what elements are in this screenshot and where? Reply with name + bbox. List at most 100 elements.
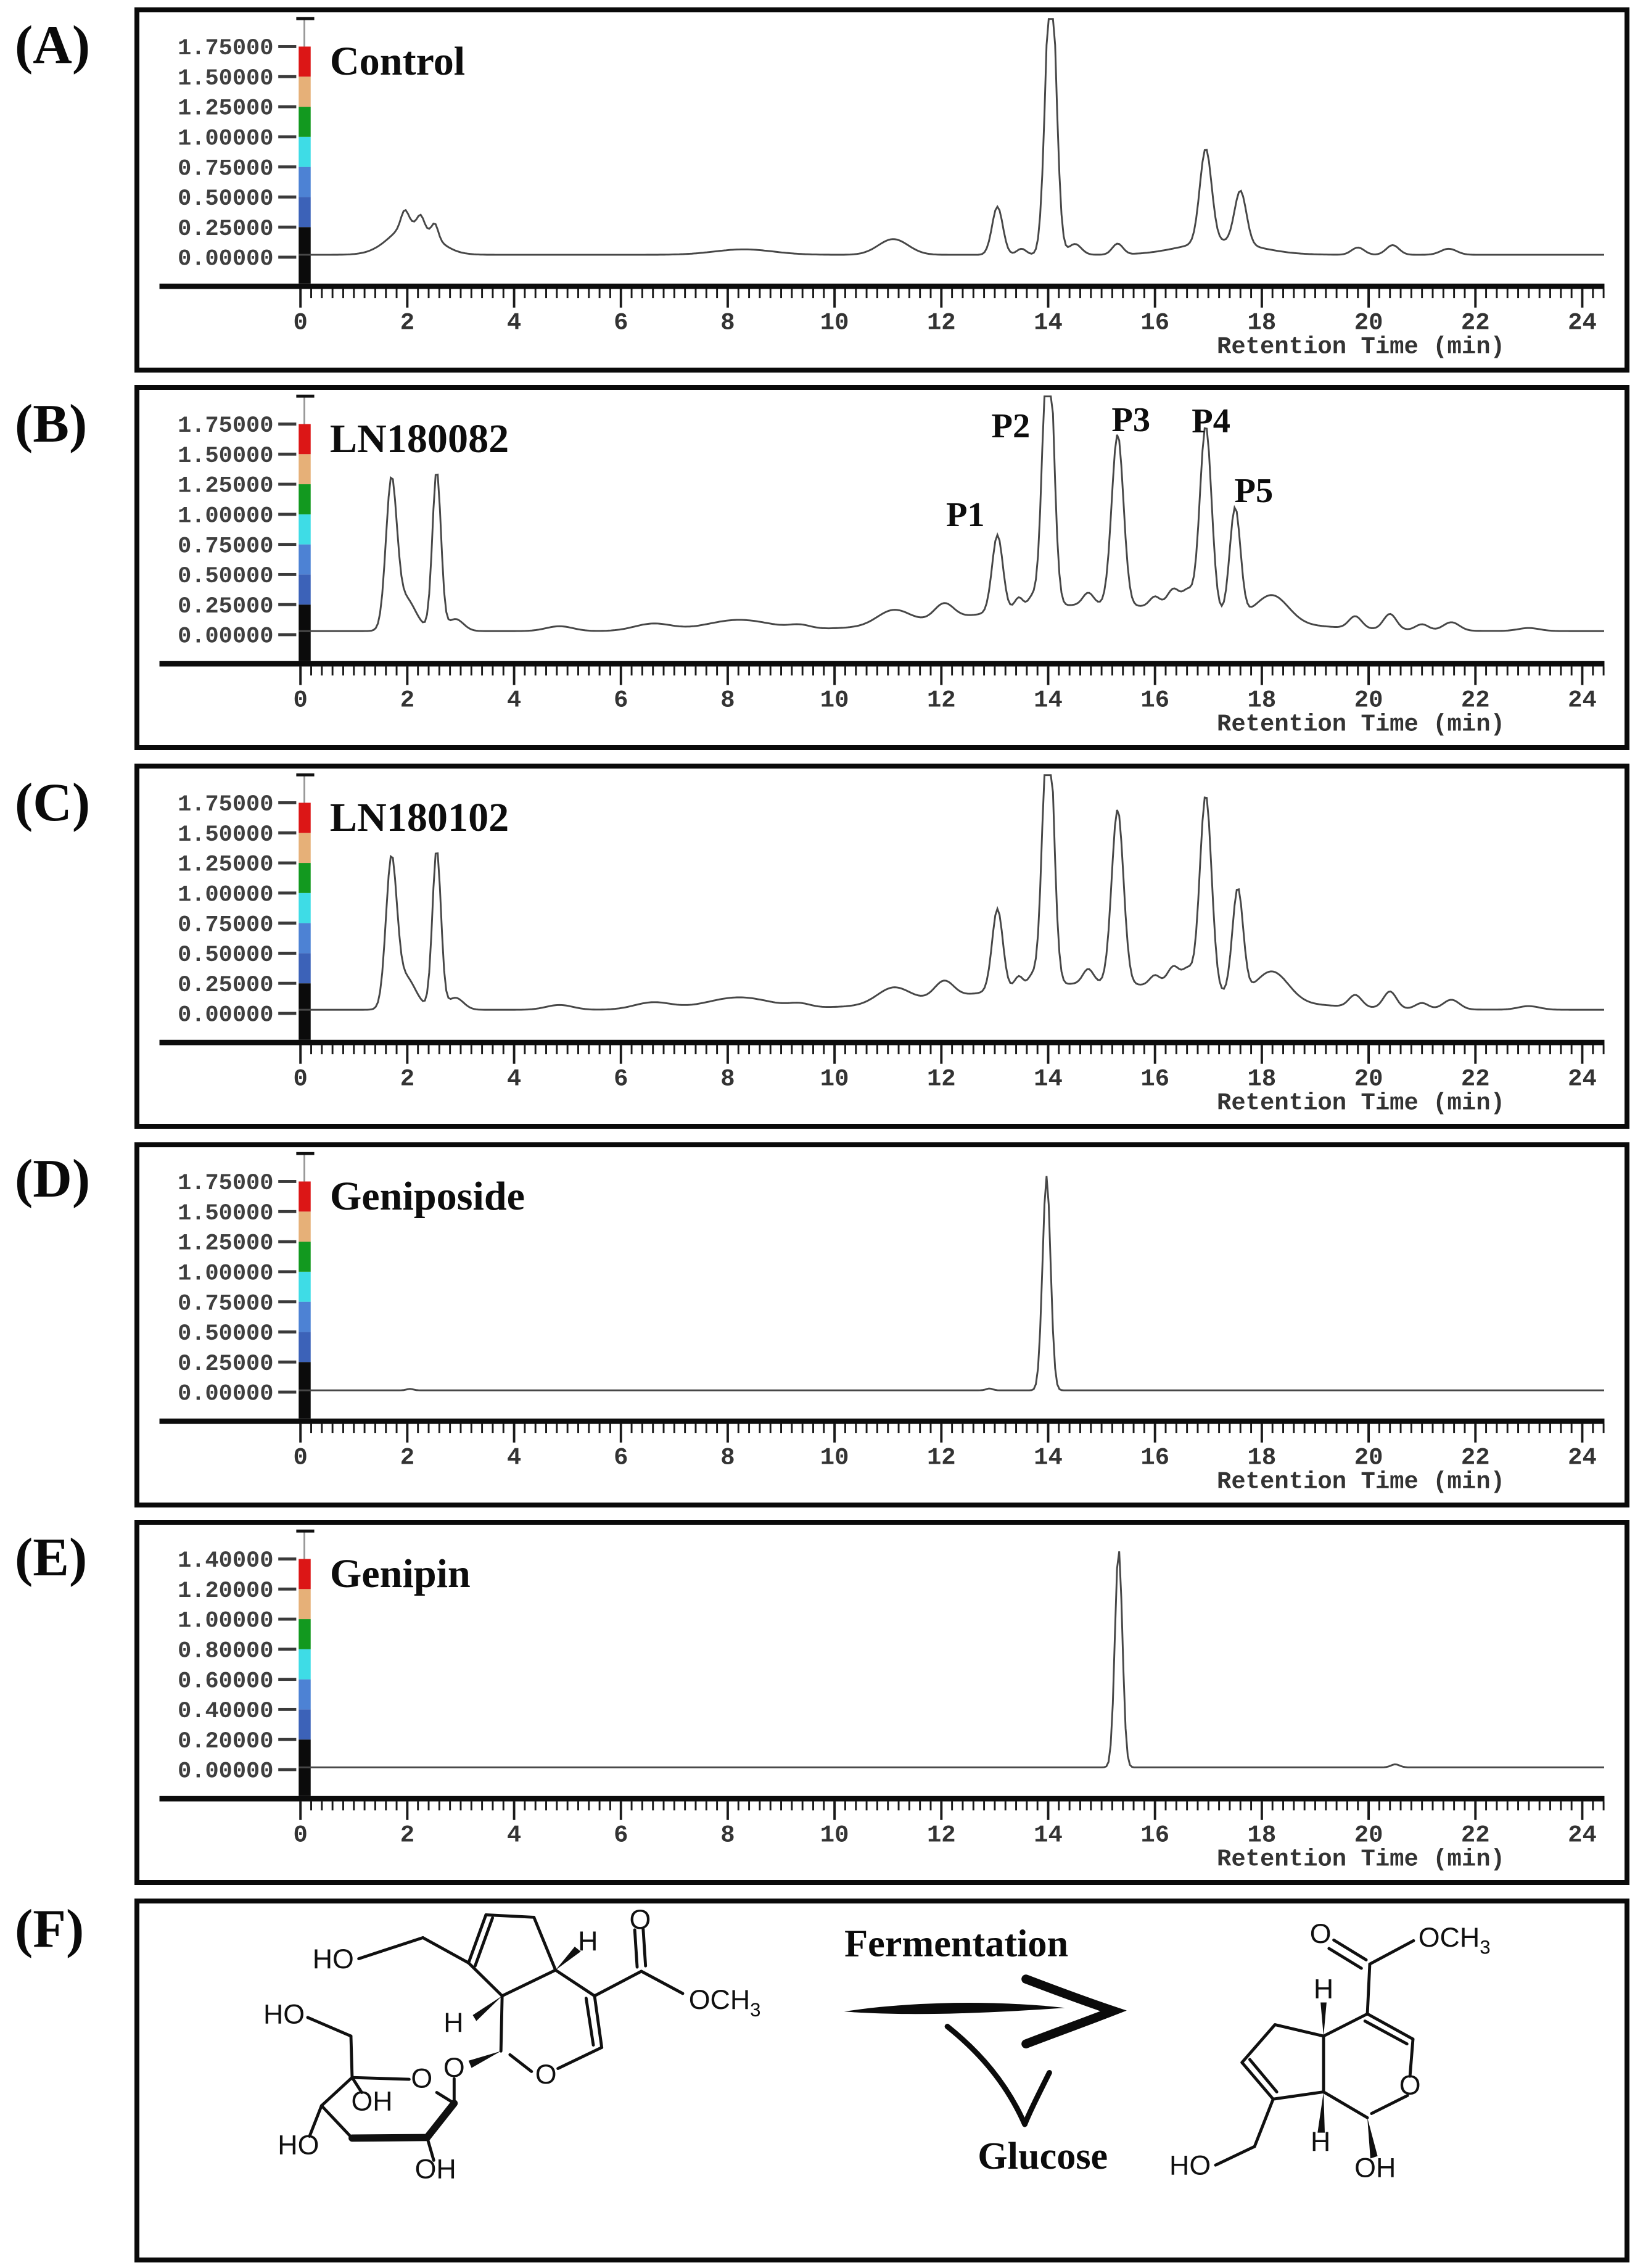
x-tick-label: 8 — [720, 310, 735, 337]
x-tick — [1047, 1424, 1050, 1443]
x-tick-label: 14 — [1034, 1822, 1063, 1849]
x-tick — [1282, 289, 1284, 299]
x-tick — [1442, 1045, 1444, 1055]
y-tick — [278, 922, 297, 925]
x-tick — [588, 289, 590, 299]
x-tick — [395, 1424, 398, 1433]
x-tick — [662, 1424, 665, 1433]
x-tick — [342, 1801, 344, 1811]
x-tick — [1442, 666, 1444, 676]
x-tick — [1367, 1801, 1370, 1820]
wedge-bond — [555, 1947, 581, 1970]
x-tick — [1068, 666, 1071, 676]
x-tick — [1592, 1045, 1594, 1055]
x-tick-label: 12 — [927, 310, 956, 337]
x-tick — [1260, 289, 1263, 308]
x-tick — [1100, 289, 1103, 299]
x-tick — [374, 1045, 376, 1055]
x-tick — [1196, 1045, 1199, 1055]
y-tick-label: 1.25000 — [178, 474, 273, 500]
x-tick — [630, 1045, 633, 1055]
x-tick — [1047, 666, 1050, 685]
x-tick — [427, 1045, 430, 1055]
x-tick — [1581, 666, 1584, 685]
chart-D: 1.75000 1.50000 1.25000 1.00000 0.75000 0.500… — [159, 1152, 1605, 1496]
x-tick — [1026, 1801, 1028, 1811]
x-tick — [994, 1045, 996, 1055]
x-tick — [727, 666, 729, 685]
x-tick — [395, 289, 398, 299]
x-tick — [1474, 1424, 1477, 1443]
x-tick — [321, 1801, 323, 1811]
x-tick — [1090, 666, 1092, 676]
x-tick — [1570, 666, 1573, 676]
x-tick — [1004, 666, 1007, 676]
x-tick — [1303, 289, 1306, 299]
peak-label-P1: P1 — [946, 496, 985, 534]
x-tick — [1047, 1801, 1050, 1820]
x-tick — [994, 1424, 996, 1433]
y-tick — [278, 513, 297, 516]
x-tick — [983, 289, 986, 299]
x-tick — [1346, 1801, 1348, 1811]
x-tick — [566, 1424, 569, 1433]
x-tick — [609, 1045, 611, 1055]
x-tick — [1239, 1801, 1242, 1811]
x-tick — [1592, 1424, 1594, 1433]
x-tick — [919, 1045, 921, 1055]
x-tick-label: 16 — [1140, 310, 1169, 337]
x-tick-label: 18 — [1248, 310, 1277, 337]
x-tick — [1026, 289, 1028, 299]
x-tick — [1047, 289, 1050, 308]
x-tick — [855, 1045, 857, 1055]
colorbar-segment — [299, 46, 311, 77]
x-tick — [791, 289, 793, 299]
x-tick — [1111, 1424, 1113, 1433]
y-tick — [278, 981, 297, 985]
x-tick — [385, 1045, 387, 1055]
x-tick — [1389, 1801, 1391, 1811]
y-tick-label: 0.75000 — [178, 156, 273, 182]
chromatogram-trace — [299, 1176, 1604, 1392]
panel-tag-B: (B) — [15, 394, 88, 454]
x-tick — [321, 1045, 323, 1055]
colorbar-segment — [299, 1271, 311, 1302]
x-tick — [374, 289, 376, 299]
x-tick — [363, 1801, 366, 1811]
x-tick-label: 12 — [927, 1822, 956, 1849]
x-tick — [1090, 1801, 1092, 1811]
atom-label: H — [1311, 2126, 1330, 2157]
y-tick-label: 1.25000 — [178, 1231, 273, 1257]
x-tick — [545, 1801, 547, 1811]
x-tick — [919, 1424, 921, 1433]
x-tick — [962, 1424, 964, 1433]
x-tick — [951, 1801, 953, 1811]
colorbar-segment — [299, 574, 311, 605]
x-tick — [1132, 1424, 1135, 1433]
x-tick — [1186, 1045, 1188, 1055]
x-tick — [673, 1801, 675, 1811]
x-tick — [417, 1424, 419, 1433]
x-axis-line — [159, 1418, 1605, 1424]
x-tick — [1453, 1424, 1456, 1433]
x-tick — [449, 1424, 451, 1433]
x-tick — [1357, 289, 1359, 299]
y-tick-label: 0.75000 — [178, 534, 273, 559]
x-tick — [1143, 1045, 1145, 1055]
x-tick — [1047, 1045, 1050, 1064]
y-tick — [278, 1210, 297, 1213]
x-tick — [513, 1801, 516, 1820]
x-tick — [1068, 1801, 1071, 1811]
x-tick — [363, 289, 366, 299]
x-tick — [598, 1045, 601, 1055]
bond — [640, 1969, 685, 1995]
y-tick — [278, 951, 297, 955]
y-axis-line — [303, 775, 305, 803]
x-tick-label: 22 — [1461, 687, 1490, 714]
x-tick — [994, 666, 996, 676]
chromatogram-trace — [299, 395, 1604, 632]
x-tick — [1335, 1045, 1338, 1055]
x-tick — [342, 1424, 344, 1433]
x-tick — [374, 1801, 376, 1811]
x-tick — [438, 1045, 440, 1055]
